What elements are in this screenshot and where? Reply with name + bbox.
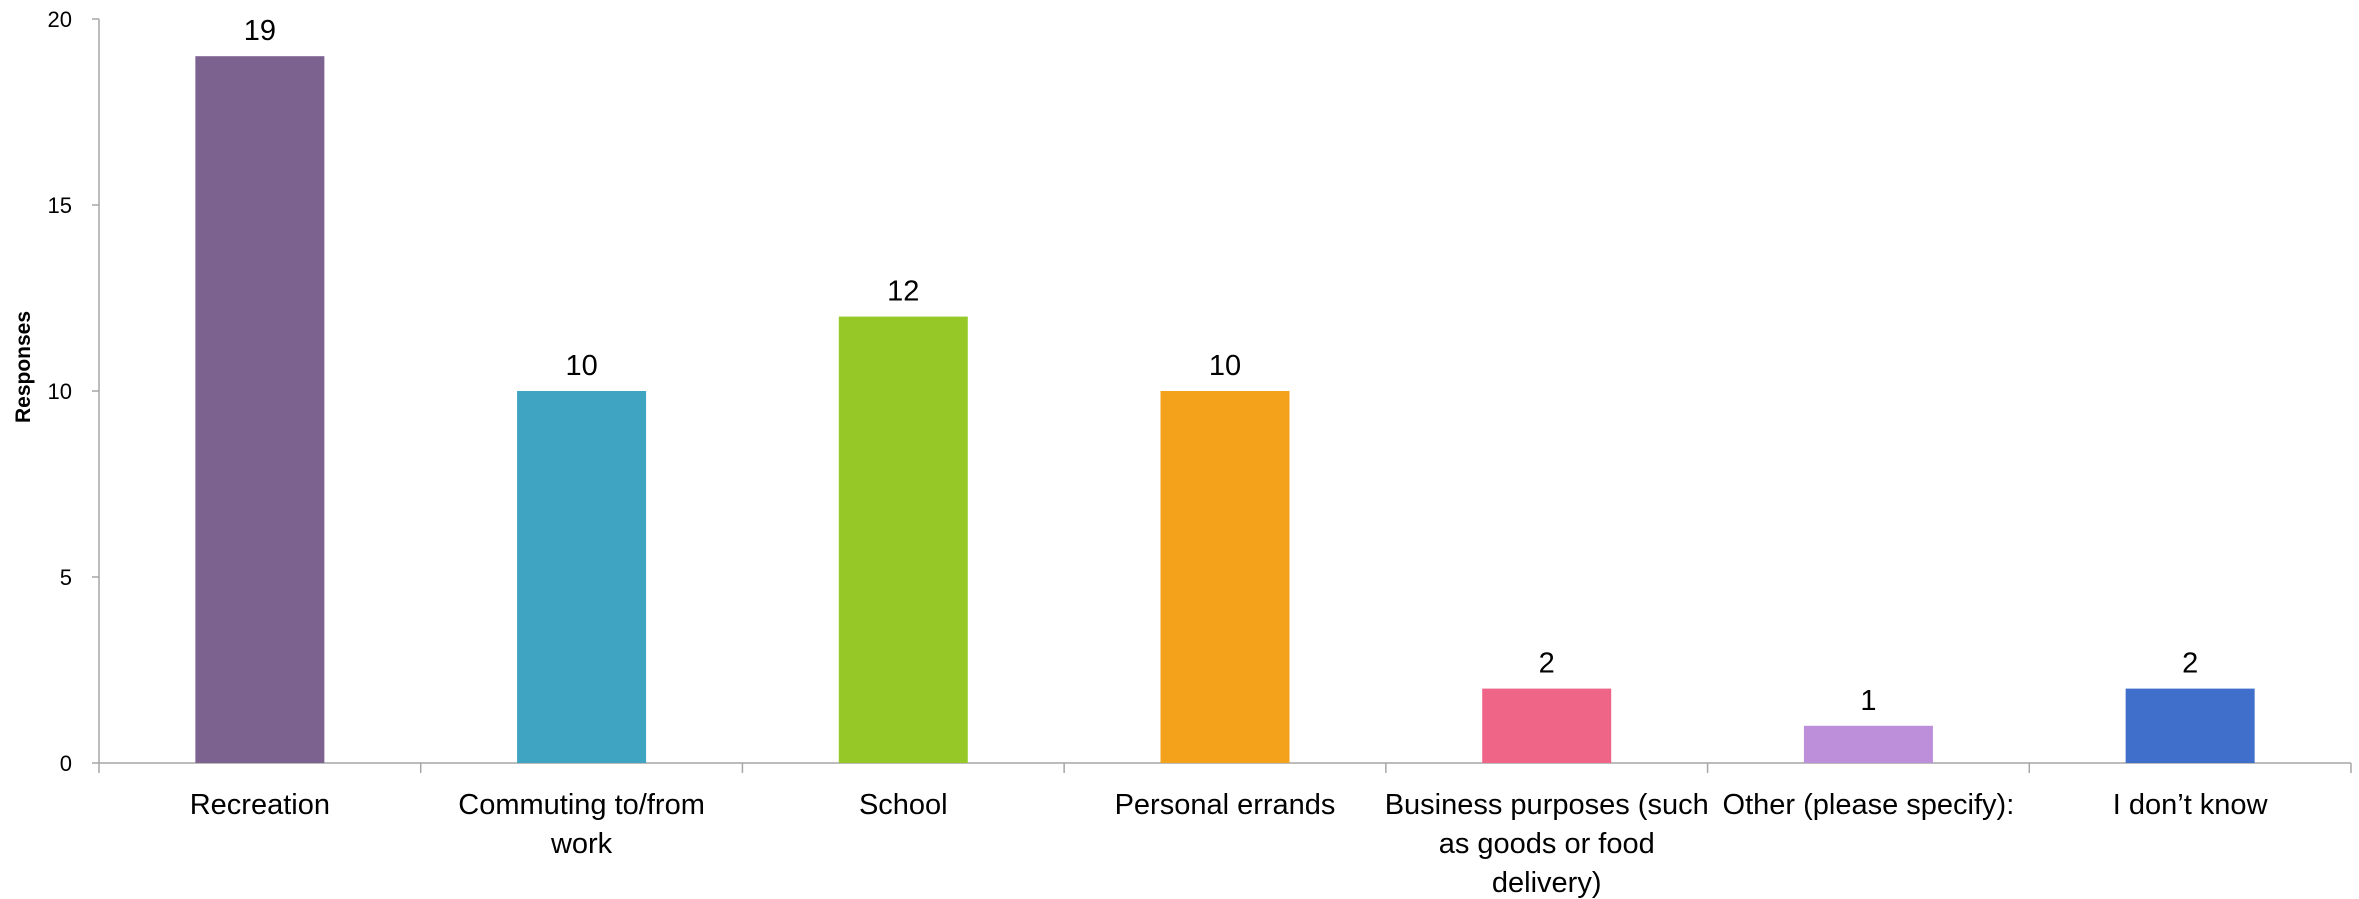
bar: [1160, 391, 1290, 763]
data-label: 19: [244, 15, 276, 47]
category-label: Business purposes (such: [1385, 789, 1709, 821]
category-label: work: [550, 828, 613, 860]
category-label: Recreation: [190, 789, 330, 821]
y-tick-label: 20: [48, 7, 72, 32]
bar: [517, 391, 647, 763]
category-label: Commuting to/from: [458, 789, 705, 821]
bar: [2125, 688, 2255, 763]
y-axis-title: Responses: [12, 311, 35, 423]
x-axis: [98, 762, 2352, 773]
category-label: Personal errands: [1115, 789, 1336, 821]
y-axis: 0 5 10 15 20: [48, 7, 100, 776]
bars: [195, 56, 2255, 763]
data-label: 1: [1860, 685, 1876, 717]
y-tick-label: 15: [48, 193, 72, 218]
category-label: I don’t know: [2113, 789, 2269, 821]
bar: [838, 316, 968, 763]
category-labels: Recreation Commuting to/from work School Per…: [190, 789, 2269, 899]
bar: [1482, 688, 1612, 763]
data-label: 10: [1209, 350, 1241, 382]
data-label: 10: [565, 350, 597, 382]
category-label: Other (please specify):: [1723, 789, 2015, 821]
bar: [195, 56, 325, 763]
data-label: 2: [1539, 648, 1555, 680]
category-label: as goods or food: [1439, 828, 1655, 860]
y-tick-label: 10: [48, 379, 72, 404]
y-tick-label: 0: [60, 751, 72, 776]
data-label: 2: [2182, 648, 2198, 680]
y-tick-label: 5: [60, 565, 72, 590]
data-label: 12: [887, 276, 919, 308]
bar: [1803, 725, 1933, 763]
category-label: School: [859, 789, 948, 821]
category-label: delivery): [1492, 867, 1602, 899]
